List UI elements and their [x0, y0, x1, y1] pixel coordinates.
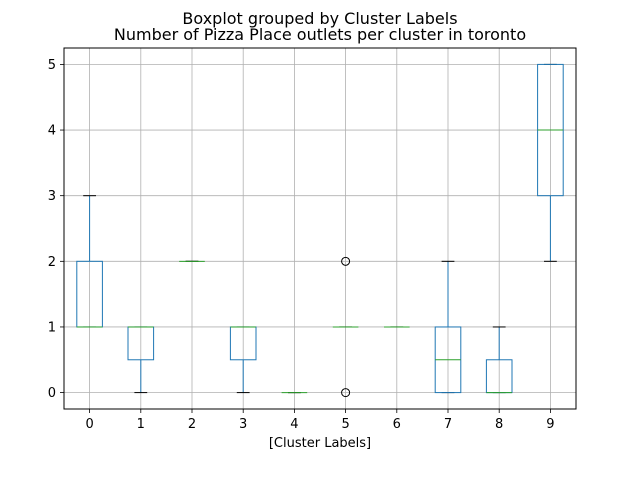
- x-tick-label: 5: [341, 417, 349, 432]
- chart-title: Number of Pizza Place outlets per cluste…: [114, 25, 526, 44]
- x-tick-label: 8: [495, 417, 503, 432]
- box-group-9: [537, 63, 564, 262]
- plot-frame: [63, 47, 577, 410]
- x-tick-label: 2: [188, 417, 196, 432]
- box-group-3: [229, 326, 257, 394]
- x-tick-label: 9: [546, 417, 554, 432]
- box-group-0: [76, 195, 103, 328]
- y-tick-label: 4: [48, 124, 56, 139]
- tick-layer: 0 1 2 3 4 5 6 7 8 9 0 1 2 3 4 5: [48, 58, 555, 432]
- x-tick-label: 6: [393, 417, 401, 432]
- y-tick-label: 3: [48, 189, 56, 204]
- x-tick-label: 4: [290, 417, 298, 432]
- y-tick-label: 5: [48, 58, 56, 73]
- y-tick-label: 2: [48, 255, 56, 270]
- box-group-1: [127, 326, 155, 394]
- box-group-8: [485, 326, 513, 394]
- outlier-point: [341, 388, 351, 398]
- x-tick-label: 0: [85, 417, 93, 432]
- box-group-5: [332, 256, 359, 398]
- outlier-point: [341, 256, 351, 266]
- x-tick-label: 3: [239, 417, 247, 432]
- chart-suptitle: Boxplot grouped by Cluster Labels: [182, 9, 457, 28]
- box-group-7: [434, 260, 462, 394]
- x-axis-label: [Cluster Labels]: [269, 436, 371, 451]
- x-tick-label: 7: [444, 417, 452, 432]
- y-tick-label: 1: [48, 320, 56, 335]
- x-tick-label: 1: [137, 417, 145, 432]
- y-tick-label: 0: [48, 386, 56, 401]
- box-layer: [76, 63, 564, 398]
